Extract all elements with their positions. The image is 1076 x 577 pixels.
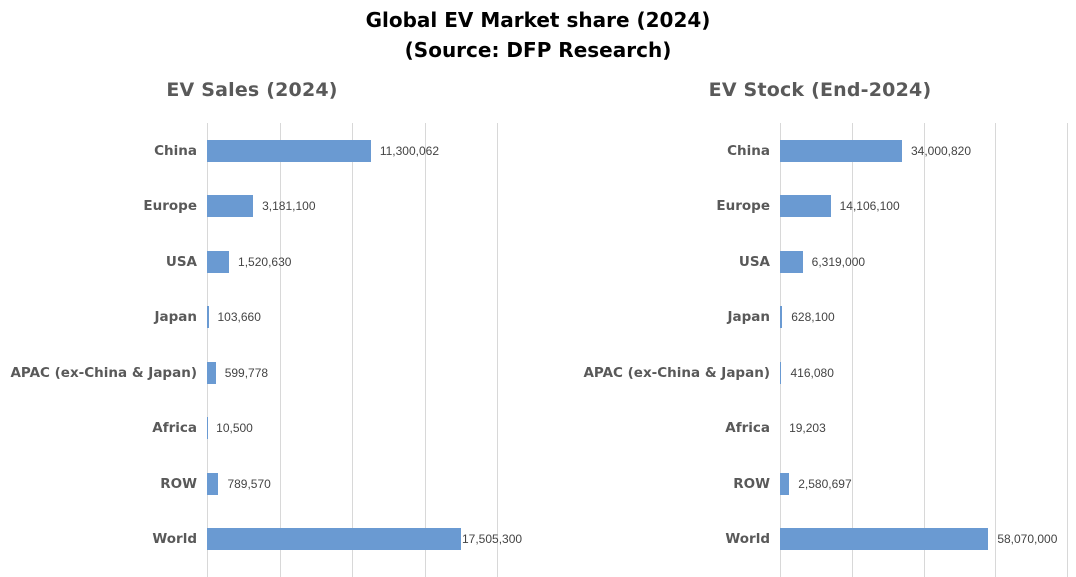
category-label-europe: Europe	[716, 198, 770, 215]
bar-usa	[780, 250, 803, 273]
bar-row-japan: 103,660	[207, 290, 497, 346]
value-label-africa: 10,500	[216, 421, 253, 436]
category-label-usa: USA	[165, 253, 197, 270]
category-label-japan: Japan	[154, 309, 197, 326]
ev-stock-category-labels: China Europe USA Japan APAC (ex-China & Japa…	[558, 123, 770, 577]
ev-sales-chart-title: EV Sales (2024)	[166, 79, 338, 101]
page-title-line2: (Source: DFP Research)	[404, 38, 672, 62]
value-label-apac-ex-china-japan: 416,080	[790, 365, 834, 380]
gridline	[424, 123, 426, 577]
bar-row	[780, 472, 790, 495]
bar-row-world: 17,505,300	[207, 512, 522, 568]
bar-row-usa: 1,520,630	[207, 234, 497, 290]
category-label-apac-ex-china-japan: APAC (ex-China & Japan)	[10, 364, 197, 381]
value-label-africa: 19,203	[789, 421, 826, 436]
bar-row-row: 2,580,697	[780, 456, 1067, 512]
bar-row-china: 34,000,820	[780, 123, 1067, 179]
page-title-line1: Global EV Market share (2024)	[365, 8, 711, 32]
value-label-usa: 6,319,000	[811, 254, 866, 269]
gridline	[279, 123, 281, 577]
value-label-japan: 103,660	[217, 310, 261, 325]
value-label-world: 58,070,000	[997, 532, 1058, 547]
ev-stock-chart-title: EV Stock (End-2024)	[708, 79, 932, 101]
bar-china	[207, 139, 371, 162]
value-label-row: 2,580,697	[798, 476, 852, 491]
value-label-usa: 1,520,630	[238, 254, 292, 269]
bar-row-world: 58,070,000	[780, 512, 1067, 568]
category-label-europe: Europe	[143, 198, 197, 215]
bar-row-europe: 3,181,100	[207, 179, 497, 235]
bar-row-row: 789,570	[207, 456, 497, 512]
bar-usa	[207, 250, 230, 273]
bar-japan	[780, 306, 783, 329]
bar-row-apac-ex-china-japan: 599,778	[207, 345, 497, 401]
bar-row-apac-ex-china-japan: 416,080	[780, 345, 1067, 401]
gridline	[207, 123, 208, 577]
gridline	[851, 123, 853, 577]
gridline	[780, 123, 781, 577]
ev-sales-plot-area: 11,300,062 3,181,100 1,520,630 103,660 599,7…	[207, 123, 522, 577]
bar-row-china: 11,300,062	[207, 123, 497, 179]
bar-apac-ex-china-japan	[207, 361, 216, 384]
ev-stock-plot-area: 34,000,820 14,106,100 6,319,000 628,100 416,…	[780, 123, 1068, 577]
category-label-apac-ex-china-japan: APAC (ex-China & Japan)	[583, 364, 770, 381]
value-label-china: 11,300,062	[379, 143, 440, 158]
value-label-europe: 3,181,100	[262, 199, 316, 214]
ev-sales-category-labels: China Europe USA Japan APAC (ex-China & Japa…	[0, 123, 197, 577]
bar-row-africa: 10,500	[207, 401, 497, 457]
category-label-usa: USA	[738, 253, 770, 270]
bar-row-africa: 19,203	[780, 401, 1067, 457]
gridline	[352, 123, 353, 577]
bar-world	[780, 528, 989, 551]
category-label-china: China	[727, 142, 770, 159]
bar-row-europe: 14,106,100	[780, 179, 1067, 235]
category-label-row: ROW	[160, 475, 197, 492]
bar-apac-ex-china-japan	[780, 361, 782, 384]
value-label-row: 789,570	[227, 476, 271, 491]
category-label-africa: Africa	[152, 420, 197, 437]
category-label-world: World	[725, 531, 770, 548]
category-label-row: ROW	[733, 475, 770, 492]
category-label-china: China	[154, 142, 197, 159]
gridline	[497, 123, 498, 577]
value-label-japan: 628,100	[791, 310, 835, 325]
bar-world	[207, 528, 461, 551]
bar-row-japan: 628,100	[780, 290, 1067, 346]
bar-europe	[207, 195, 254, 218]
gridline	[995, 123, 997, 577]
value-label-world: 17,505,300	[462, 532, 523, 547]
value-label-europe: 14,106,100	[839, 199, 900, 214]
category-label-africa: Africa	[725, 420, 770, 437]
bar-row-usa: 6,319,000	[780, 234, 1067, 290]
value-label-china: 34,000,820	[910, 143, 972, 158]
bar-row	[207, 472, 219, 495]
bar-europe	[780, 195, 831, 218]
bar-japan	[207, 306, 209, 329]
category-label-world: World	[152, 531, 197, 548]
gridline	[1067, 123, 1068, 577]
bar-china	[780, 139, 902, 162]
value-label-apac-ex-china-japan: 599,778	[224, 365, 269, 380]
gridline	[923, 123, 925, 577]
page-title: Global EV Market share (2024) (Source: D…	[0, 5, 1076, 65]
category-label-japan: Japan	[727, 309, 770, 326]
